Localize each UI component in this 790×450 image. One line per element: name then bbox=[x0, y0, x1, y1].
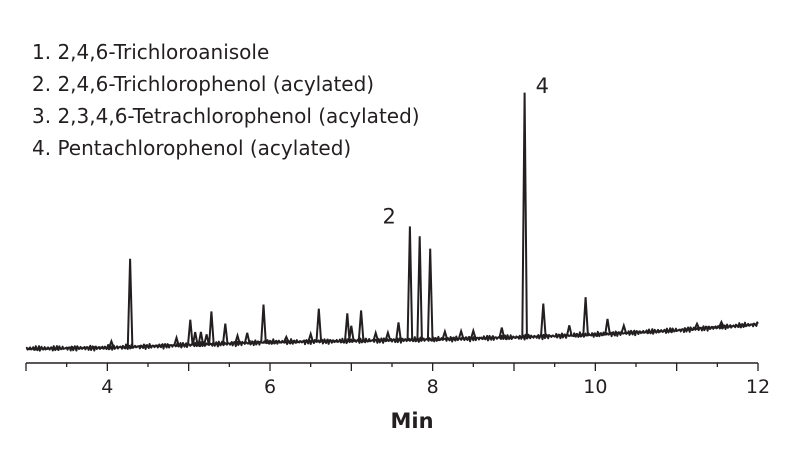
legend-item-number: 2. bbox=[32, 72, 52, 96]
chromatogram-peak bbox=[197, 331, 205, 345]
chromatogram-peak bbox=[243, 332, 251, 344]
chromatogram-peak bbox=[208, 311, 215, 345]
chromatogram-peak bbox=[457, 327, 465, 339]
chromatogram-peak bbox=[348, 325, 355, 342]
legend-item-label: 2,4,6-Trichlorophenol (acylated) bbox=[57, 72, 375, 96]
chromatogram-peak bbox=[187, 319, 194, 345]
x-tick-label: 4 bbox=[101, 376, 113, 398]
chromatogram-peak bbox=[582, 297, 589, 336]
legend-item-label: Pentachlorophenol (acylated) bbox=[57, 136, 352, 160]
chromatogram-peak bbox=[406, 226, 414, 340]
legend-item: 1. 2,4,6-Trichloroanisole bbox=[32, 36, 420, 68]
chromatogram-trace-group bbox=[25, 92, 759, 352]
legend-item-number: 1. bbox=[32, 40, 52, 64]
legend-item-number: 3. bbox=[32, 104, 52, 128]
chromatogram-peak bbox=[521, 92, 528, 338]
x-tick-label: 8 bbox=[427, 376, 439, 398]
chromatogram-peak bbox=[307, 330, 314, 342]
chromatogram-peak bbox=[441, 328, 449, 340]
chromatogram-peak bbox=[203, 334, 210, 345]
peak-label: 2 bbox=[383, 204, 396, 228]
legend-item-number: 4. bbox=[32, 136, 52, 160]
chromatogram-peak bbox=[426, 248, 434, 340]
chromatogram-peak bbox=[222, 323, 229, 344]
chromatogram-peak bbox=[498, 327, 506, 338]
chromatogram-peak bbox=[395, 322, 402, 341]
chromatogram-peak bbox=[260, 304, 267, 343]
chromatogram-peak bbox=[470, 327, 477, 339]
legend-item: 3. 2,3,4,6-Tetrachlorophenol (acylated) bbox=[32, 100, 420, 132]
chromatogram-peak bbox=[604, 318, 611, 335]
chromatogram-peak bbox=[540, 303, 547, 337]
chromatogram-peak bbox=[173, 334, 180, 346]
peak-label: 4 bbox=[536, 74, 549, 98]
chromatogram-peak bbox=[191, 331, 199, 345]
chromatogram-peak bbox=[693, 321, 701, 330]
x-tick-label: 6 bbox=[264, 376, 276, 398]
chromatogram-peak bbox=[315, 308, 323, 342]
legend-item: 2. 2,4,6-Trichlorophenol (acylated) bbox=[32, 68, 420, 100]
compound-legend: 1. 2,4,6-Trichloroanisole 2. 2,4,6-Trich… bbox=[32, 36, 420, 164]
x-tick-label: 10 bbox=[583, 376, 607, 398]
legend-item-label: 2,4,6-Trichloroanisole bbox=[57, 40, 270, 64]
peak-labels: 24 bbox=[383, 74, 549, 228]
chromatogram-peak bbox=[372, 329, 379, 341]
chromatogram-peak bbox=[620, 322, 628, 334]
legend-item: 4. Pentachlorophenol (acylated) bbox=[32, 132, 420, 164]
x-tick-label: 12 bbox=[746, 376, 770, 398]
x-axis-title: Min bbox=[390, 409, 433, 433]
chromatogram-peak bbox=[416, 236, 423, 340]
chromatogram-peak bbox=[283, 334, 290, 343]
legend-item-label: 2,3,4,6-Tetrachlorophenol (acylated) bbox=[57, 104, 420, 128]
chromatogram-peak bbox=[357, 310, 365, 341]
chromatogram-baseline bbox=[25, 321, 759, 352]
chromatogram-peak bbox=[718, 319, 725, 328]
chromatogram-peak bbox=[234, 332, 241, 344]
chromatogram-peak bbox=[344, 313, 351, 342]
chromatogram-peak bbox=[108, 338, 115, 348]
chromatogram-peak bbox=[126, 258, 134, 348]
chromatogram-peak bbox=[384, 329, 392, 341]
chromatogram-peak bbox=[566, 325, 573, 336]
x-axis-ticks: 4 6 8 10 12 bbox=[25, 363, 770, 398]
